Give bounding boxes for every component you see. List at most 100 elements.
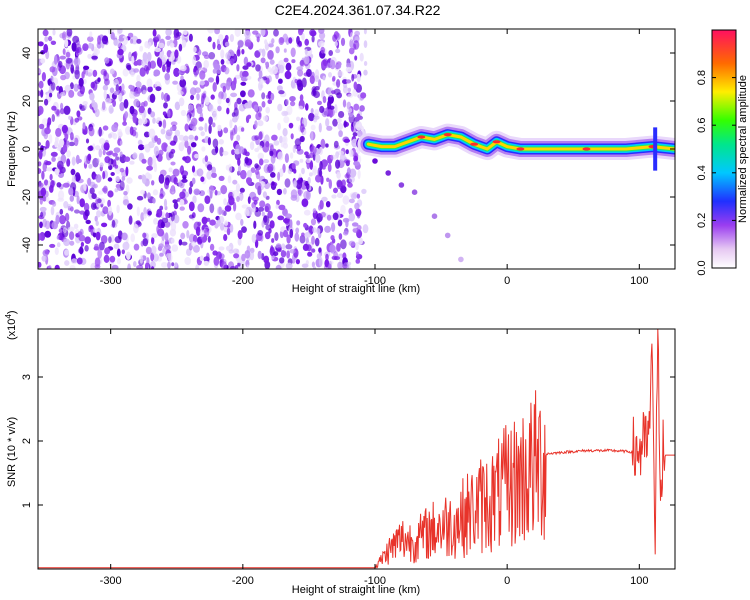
noise-blob (225, 97, 230, 104)
noise-blob (147, 86, 153, 93)
noise-blob (210, 94, 215, 100)
noise-blob (224, 67, 230, 75)
noise-blob (333, 187, 338, 194)
noise-blob (196, 93, 200, 101)
noise-blob (284, 216, 291, 225)
signal-peak (492, 140, 501, 144)
noise-blob (102, 84, 109, 91)
noise-blob (165, 212, 170, 219)
noise-blob (179, 78, 187, 88)
noise-blob (104, 156, 111, 164)
noise-blob (301, 77, 307, 88)
noise-blob (257, 145, 263, 150)
snr-exponent-power: 4 (4, 314, 13, 319)
noise-blob (161, 142, 169, 152)
noise-blob (162, 111, 167, 116)
noise-blob (328, 50, 334, 56)
noise-blob (246, 75, 252, 81)
noise-blob (163, 92, 170, 103)
noise-blob (171, 238, 175, 244)
noise-blob (170, 175, 177, 183)
noise-blob (283, 229, 289, 238)
noise-blob (83, 183, 87, 192)
noise-blob (45, 196, 50, 202)
noise-blob (172, 168, 180, 177)
noise-blob (149, 60, 156, 69)
noise-blob (206, 170, 212, 180)
noise-blob (229, 223, 234, 233)
noise-blob (331, 222, 336, 233)
noise-blob (229, 58, 235, 65)
noise-blob (64, 84, 72, 93)
noise-blob (284, 153, 289, 164)
noise-blob (337, 219, 343, 227)
noise-blob (118, 85, 122, 92)
noise-blob (143, 100, 148, 107)
noise-blob (130, 38, 134, 44)
noise-blob (355, 241, 359, 251)
noise-blob (247, 114, 252, 120)
noise-blob (254, 209, 262, 217)
noise-blob (38, 168, 42, 174)
noise-blob (65, 51, 71, 58)
noise-blob (73, 83, 79, 92)
noise-blob (317, 100, 322, 106)
noise-blob (274, 232, 279, 241)
noise-blob (59, 208, 64, 215)
noise-blob (142, 52, 148, 62)
noise-blob (345, 149, 349, 155)
noise-blob (83, 65, 90, 71)
noise-blob (251, 233, 257, 243)
noise-blob (111, 264, 119, 269)
noise-blob (64, 249, 70, 256)
noise-blob (63, 238, 71, 247)
noise-blob (215, 146, 219, 154)
noise-blob (293, 168, 297, 174)
noise-blob (180, 65, 187, 72)
noise-blob (98, 126, 102, 137)
noise-blob (233, 77, 237, 86)
noise-blob (54, 247, 59, 255)
noise-blob (309, 160, 314, 170)
noise-blob (346, 167, 351, 176)
echo-point (444, 232, 451, 239)
noise-blob (318, 256, 323, 267)
noise-blob (218, 215, 225, 224)
noise-blob (108, 236, 112, 244)
noise-blob (138, 118, 143, 126)
noise-blob (161, 55, 168, 63)
noise-blob (81, 71, 85, 79)
noise-blob (117, 94, 122, 101)
noise-blob (44, 250, 50, 255)
noise-blob (167, 261, 171, 269)
noise-blob (269, 59, 275, 65)
noise-blob (42, 218, 47, 228)
noise-blob (244, 39, 252, 47)
noise-blob (84, 245, 89, 252)
noise-blob (188, 134, 194, 140)
noise-blob (151, 236, 155, 245)
noise-blob (269, 150, 274, 157)
noise-blob (220, 49, 225, 59)
noise-blob (172, 199, 178, 204)
noise-blob (305, 103, 309, 111)
noise-blob (223, 234, 228, 241)
noise-blob (241, 48, 245, 55)
noise-blob (38, 80, 44, 89)
noise-blob (208, 124, 212, 134)
noise-blob (129, 105, 135, 115)
noise-blob (82, 43, 89, 51)
noise-blob (140, 189, 146, 195)
noise-blob (74, 58, 79, 64)
noise-blob (89, 31, 93, 38)
noise-blob (204, 155, 209, 163)
noise-blob (209, 190, 213, 199)
noise-blob (64, 71, 70, 80)
x-tick-label: -100 (364, 575, 386, 587)
noise-blob (299, 234, 306, 244)
noise-blob (198, 117, 204, 122)
noise-blob (226, 227, 231, 236)
noise-blob (221, 261, 227, 269)
noise-blob (43, 43, 49, 53)
